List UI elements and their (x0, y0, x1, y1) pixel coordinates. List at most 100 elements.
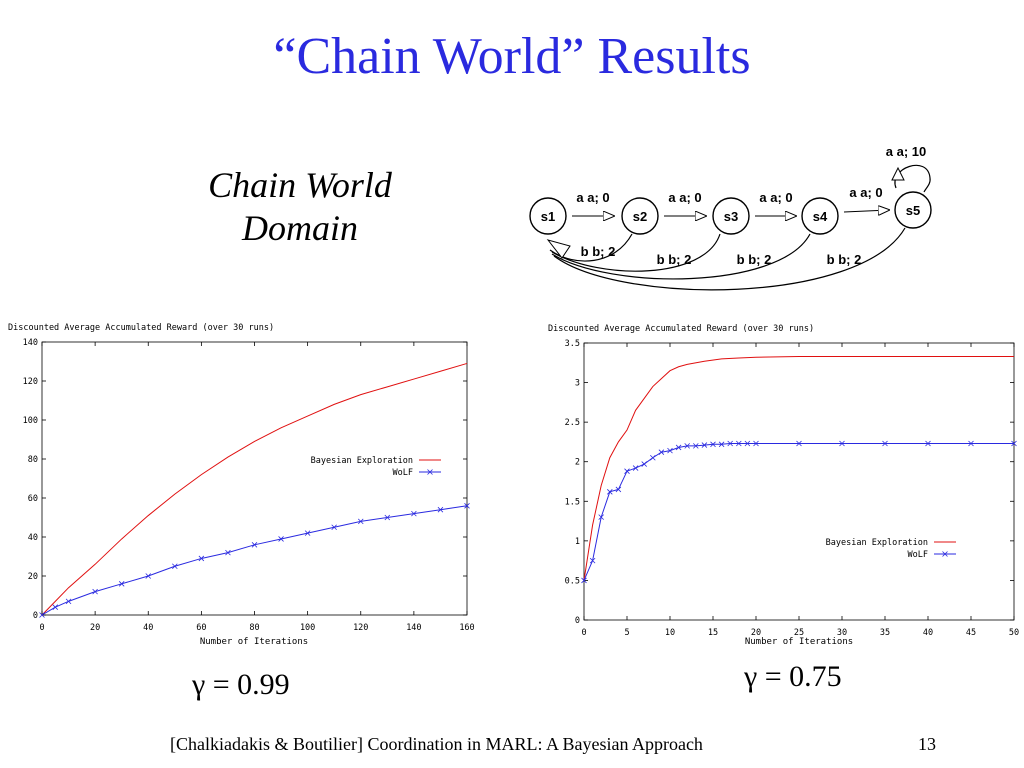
wolf-point (736, 440, 742, 447)
legend-label-wolf: WoLF (908, 550, 928, 560)
wolf-point (718, 441, 725, 448)
y-tick-label: 80 (28, 455, 38, 465)
wolf-point (710, 441, 716, 448)
wolf-point (1011, 440, 1017, 447)
x-tick-label: 0 (39, 623, 44, 633)
x-tick-label: 15 (708, 628, 718, 638)
legend-label-bayesian-exploration: Bayesian Exploration (826, 538, 928, 548)
wolf-point (744, 440, 751, 447)
wolf-point (331, 524, 337, 531)
wolf-point (641, 461, 647, 467)
back-label-3: b b; 2 (737, 252, 772, 267)
back-label-4: b b; 2 (827, 252, 862, 267)
y-tick-label: 0.5 (565, 576, 580, 586)
y-tick-label: 60 (28, 494, 38, 504)
wolf-point (357, 518, 364, 525)
x-tick-label: 40 (923, 628, 933, 638)
x-tick-label: 100 (300, 623, 315, 633)
series-line-wolf (583, 443, 1014, 581)
legend-marker (427, 469, 433, 475)
x-tick-label: 160 (459, 623, 474, 633)
x-tick-label: 40 (143, 623, 153, 633)
wolf-point (607, 489, 613, 495)
y-tick-label: 20 (28, 572, 38, 582)
wolf-point (701, 442, 708, 448)
wolf-point (145, 573, 152, 579)
forward-transition-2: a a; 0 (664, 190, 706, 216)
series-line-bayesian-exploration (583, 355, 1014, 581)
series-line-bayesian-exploration (41, 362, 468, 616)
y-tick-label: 0 (33, 611, 38, 621)
y-tick-label: 100 (23, 416, 38, 426)
wolf-point (581, 577, 587, 584)
state-s1: s1 (529, 197, 567, 235)
slide-title: “Chain World” Results (273, 28, 751, 85)
wolf-point (118, 581, 125, 587)
state-s2: s2 (621, 197, 659, 235)
chart2-title: Discounted Average Accumulated Reward (o… (548, 324, 814, 334)
state-s5: s5 (894, 191, 932, 229)
wolf-point (384, 514, 391, 521)
wolf-point (727, 440, 733, 447)
x-tick-label: 0 (581, 628, 586, 638)
state-s1-label: s1 (541, 209, 555, 224)
chart1-title: Discounted Average Accumulated Reward (o… (8, 323, 274, 333)
state-s3: s3 (712, 197, 750, 235)
chart-gamma-099: Discounted Average Accumulated Reward (o… (8, 323, 475, 647)
wolf-point (198, 555, 205, 562)
wolf-point (437, 506, 444, 513)
wolf-point (615, 486, 622, 493)
x-tick-label: 60 (196, 623, 206, 633)
y-tick-label: 40 (28, 533, 38, 543)
forward-transition-1: a a; 0 (572, 190, 614, 216)
wolf-point (39, 612, 45, 618)
x-tick-label: 20 (90, 623, 100, 633)
wolf-point (411, 510, 417, 517)
legend-label-wolf: WoLF (393, 468, 413, 478)
wolf-point (667, 447, 673, 454)
legend-label-bayesian-exploration: Bayesian Exploration (311, 456, 413, 466)
wolf-point (968, 440, 974, 447)
state-s4: s4 (801, 197, 839, 235)
x-tick-label: 30 (837, 628, 847, 638)
y-tick-label: 2.5 (565, 418, 580, 428)
y-tick-label: 1 (575, 537, 580, 547)
forward-transition-4: a a; 0 (843, 185, 889, 212)
y-tick-label: 2 (575, 458, 580, 468)
chart1-xlabel: Number of Iterations (200, 637, 308, 647)
subtitle-line-1: Chain World (208, 165, 392, 205)
wolf-point (598, 514, 604, 520)
state-s2-label: s2 (633, 209, 647, 224)
forward-transition-3: a a; 0 (755, 190, 796, 216)
subtitle-line-2: Domain (242, 208, 358, 249)
wolf-point (675, 444, 682, 451)
forward-label-1: a a; 0 (576, 190, 609, 205)
wolf-point (796, 440, 802, 447)
y-tick-label: 3.5 (565, 339, 580, 349)
x-tick-label: 140 (406, 623, 421, 633)
forward-label-4: a a; 0 (849, 185, 882, 200)
wolf-point (753, 440, 759, 447)
plot-frame (583, 342, 1015, 621)
gamma-label-2: γ = 0.75 (744, 660, 842, 693)
x-tick-label: 5 (624, 628, 629, 638)
wolf-point (589, 557, 596, 564)
wolf-point (225, 549, 231, 556)
back-label-2: b b; 2 (657, 252, 692, 267)
x-tick-label: 45 (966, 628, 976, 638)
wolf-point (624, 468, 630, 474)
state-s4-label: s4 (813, 209, 828, 224)
x-tick-label: 25 (794, 628, 804, 638)
state-s5-label: s5 (906, 203, 920, 218)
wolf-point (632, 465, 639, 471)
chain-world-diagram: s1 s2 s3 s4 s5 a a; 0 a a; 0 a a; 0 a a;… (529, 144, 932, 291)
self-loop-label: a a; 10 (886, 144, 926, 159)
y-tick-label: 120 (23, 377, 38, 387)
wolf-point (172, 563, 178, 570)
x-tick-label: 20 (751, 628, 761, 638)
wolf-point (304, 530, 311, 536)
wolf-point (925, 440, 931, 447)
chart2-xlabel: Number of Iterations (745, 637, 853, 647)
wolf-point (658, 449, 665, 455)
y-tick-label: 1.5 (565, 497, 580, 507)
